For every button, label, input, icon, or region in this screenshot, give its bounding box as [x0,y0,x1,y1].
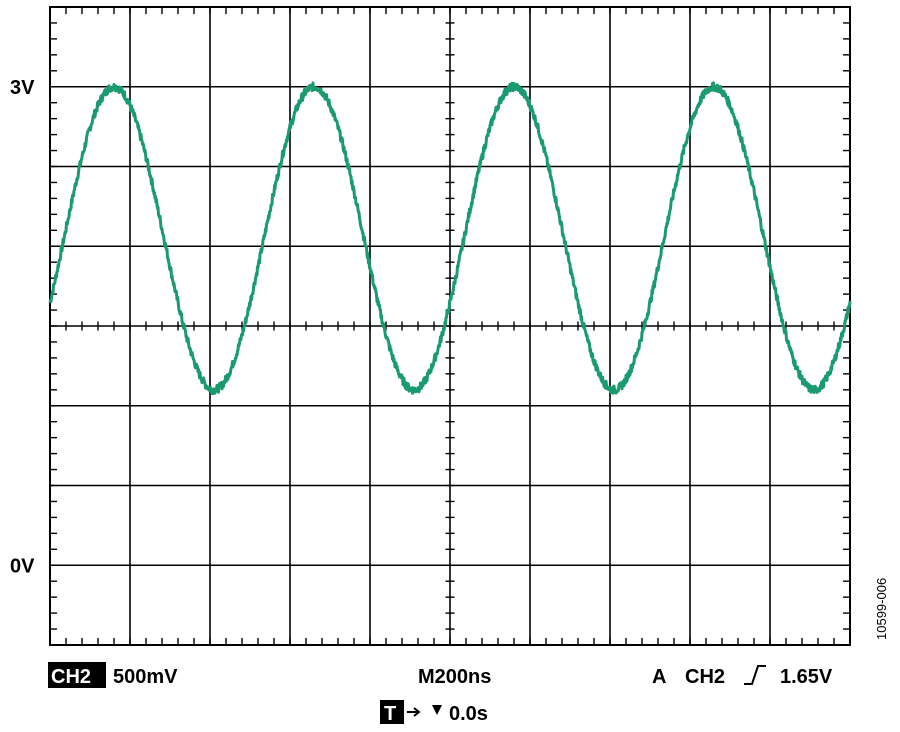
rising-edge-icon [744,665,766,685]
channel-badge [48,662,106,688]
y-tick-label: 3V [10,77,35,99]
y-tick-labels: 3V 0V [10,77,35,578]
trigger-mode: A [652,666,666,688]
y-tick-label: 0V [10,555,35,577]
timebase-readout: M200ns [418,666,491,688]
axis-ticks [49,6,851,646]
arrow-right-icon [407,707,421,717]
trigger-readout: A CH2 1.65V [652,665,833,688]
figure-id: 10599-006 [874,578,889,640]
waveform-trace [48,81,852,396]
trigger-position: 0.0s [449,703,488,725]
trigger-badge [380,700,404,724]
trigger-channel: CH2 [685,666,725,688]
channel-badge-text: CH2 [51,666,91,688]
channel-readout: CH2 500mV [48,662,178,688]
trigger-position-readout: T 0.0s [380,700,488,725]
channel-scale: 500mV [113,666,178,688]
trigger-badge-text: T [384,703,396,725]
trigger-level: 1.65V [780,666,833,688]
triangle-down-icon [432,705,442,715]
